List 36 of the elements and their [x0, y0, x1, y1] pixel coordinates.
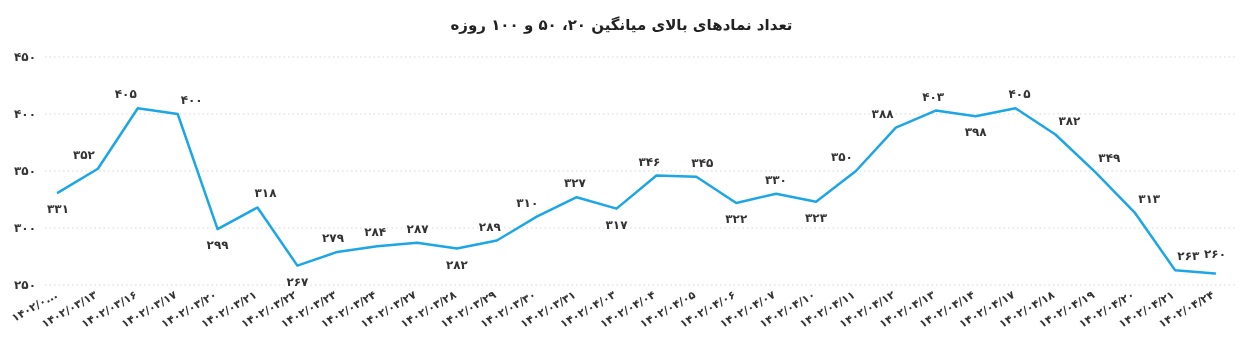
data-label: ۴۰۳ [922, 89, 945, 104]
data-label: ۲۸۴ [364, 225, 387, 240]
data-label: ۳۴۹ [1098, 151, 1121, 166]
data-label: ۳۴۵ [691, 155, 714, 170]
y-tick-label: ۴۰۰ [14, 107, 36, 121]
data-label: ۳۲۷ [563, 176, 587, 191]
data-label: ۳۸۸ [871, 106, 895, 121]
data-label: ۳۵۲ [72, 147, 96, 162]
data-label: ۲۸۹ [478, 219, 502, 234]
y-tick-label: ۳۰۰ [14, 221, 36, 235]
data-label: ۳۵۰ [830, 150, 853, 164]
data-label: ۳۳۱ [47, 201, 69, 216]
data-label: ۳۱۷ [605, 217, 629, 232]
data-label: ۲۶۳ [1177, 249, 1201, 264]
data-label: ۳۹۸ [964, 125, 988, 140]
data-label: ۳۱۳ [1138, 192, 1161, 207]
y-tick-label: ۳۵۰ [14, 164, 36, 178]
data-label: ۳۸۲ [1058, 113, 1082, 128]
data-label: ۳۳۰ [764, 172, 787, 187]
data-label: ۳۲۲ [725, 211, 748, 226]
data-label: ۳۲۳ [805, 210, 828, 225]
data-label: ۲۷۹ [322, 230, 345, 245]
data-label: ۲۶۷ [286, 274, 310, 289]
data-label: ۲۸۷ [406, 221, 430, 236]
data-label: ۳۴۶ [638, 154, 661, 169]
data-label: ۲۹۹ [206, 238, 230, 253]
data-label: ۲۸۲ [445, 257, 469, 272]
data-label: ۴۰۰ [180, 93, 203, 107]
data-label: ۴۰۵ [1008, 87, 1031, 102]
y-tick-label: ۲۵۰ [14, 278, 36, 292]
data-label: ۴۰۵ [114, 87, 137, 102]
data-label: ۳۱۸ [254, 186, 278, 201]
data-label: ۳۱۰ [516, 195, 539, 210]
y-tick-label: ۴۵۰ [14, 50, 36, 64]
chart-title: تعداد نمادهای بالای میانگین ۲۰، ۵۰ و ۱۰۰ روزه [450, 16, 793, 34]
data-label: ۲۶۰ [1204, 246, 1226, 261]
